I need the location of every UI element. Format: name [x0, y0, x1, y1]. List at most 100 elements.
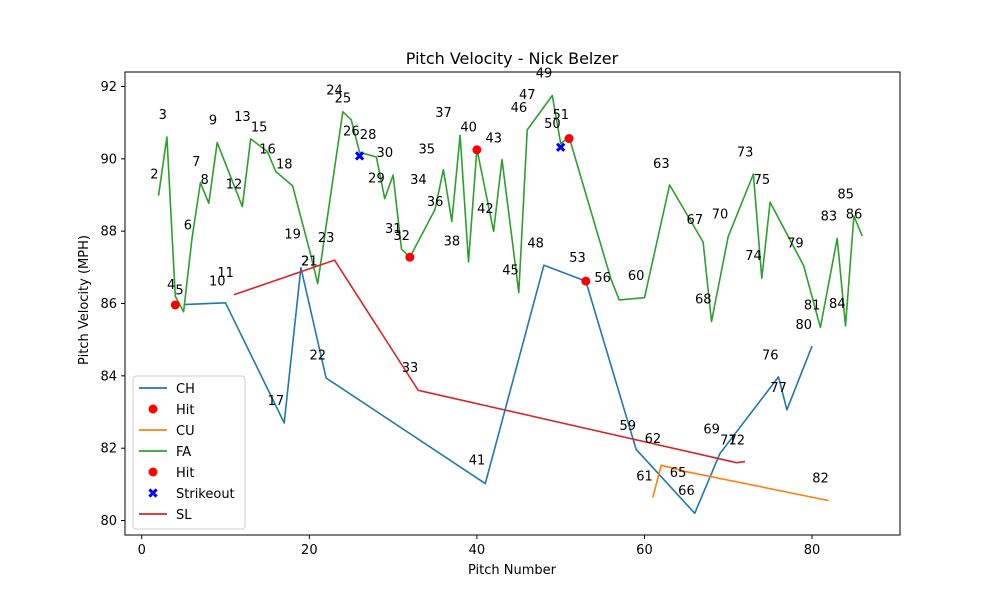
pitch-number-label: 37 — [435, 106, 452, 121]
pitch-number-label: 71 — [720, 434, 737, 449]
y-axis-label: Pitch Velocity (MPH) — [77, 235, 92, 365]
pitch-number-label: 38 — [444, 235, 461, 250]
y-tick-label: 80 — [100, 514, 117, 529]
pitch-number-label: 79 — [787, 236, 804, 251]
pitch-number-label: 65 — [670, 466, 687, 481]
pitch-number-label: 25 — [335, 92, 352, 107]
pitch-number-label: 56 — [594, 271, 611, 286]
legend-swatch-dot — [148, 404, 158, 414]
strikeout-marker — [556, 142, 566, 152]
pitch-number-label: 16 — [259, 142, 276, 157]
pitch-number-label: 51 — [553, 108, 570, 123]
legend-box — [132, 375, 246, 530]
pitch-number-label: 72 — [728, 434, 745, 449]
pitch-number-label: 2 — [150, 168, 158, 183]
pitch-number-label: 41 — [469, 453, 486, 468]
legend-label: SL — [176, 508, 192, 523]
pitch-number-label: 15 — [251, 121, 268, 136]
pitch-number-label: 11 — [217, 266, 234, 281]
pitch-number-label: 75 — [754, 173, 771, 188]
pitch-number-label: 12 — [226, 177, 243, 192]
hit-marker — [581, 276, 591, 286]
pitch-number-label: 47 — [519, 88, 536, 103]
pitch-number-label: 70 — [712, 207, 729, 222]
pitch-number-label: 80 — [795, 318, 812, 333]
pitch-number-label: 18 — [276, 158, 293, 173]
pitch-number-label: 17 — [268, 394, 285, 409]
pitch-number-label: 76 — [762, 349, 779, 364]
pitch-number-label: 26 — [343, 124, 360, 139]
pitch-number-label: 61 — [636, 470, 653, 485]
y-tick-label: 88 — [100, 225, 117, 240]
pitch-number-label: 68 — [695, 293, 712, 308]
pitch-number-label: 19 — [284, 227, 301, 242]
pitch-number-label: 43 — [485, 132, 502, 147]
pitch-number-label: 69 — [703, 423, 720, 438]
legend-label: Hit — [176, 466, 194, 481]
pitch-number-label: 23 — [318, 231, 335, 246]
chart-title: Pitch Velocity - Nick Belzer — [406, 49, 619, 68]
pitch-number-label: 24 — [326, 83, 343, 98]
pitch-number-label: 13 — [234, 110, 251, 125]
pitch-number-label: 33 — [402, 361, 419, 376]
pitch-number-label: 50 — [544, 117, 561, 132]
pitch-number-label: 53 — [569, 251, 586, 266]
pitch-number-label: 73 — [737, 145, 754, 160]
y-tick-label: 82 — [100, 442, 117, 457]
x-tick-label: 20 — [301, 543, 318, 558]
legend-label: FA — [176, 445, 191, 460]
pitch-number-label: 62 — [645, 432, 662, 447]
strikeout-marker — [354, 151, 365, 161]
legend-label: Strikeout — [176, 487, 235, 502]
pitch-number-label: 4 — [167, 278, 175, 293]
legend-swatch-dot — [148, 467, 158, 477]
series-line-fa — [157, 94, 864, 329]
y-tick-label: 90 — [100, 152, 117, 167]
hit-marker — [564, 134, 574, 144]
x-axis-label: Pitch Number — [468, 563, 557, 578]
legend-label: CH — [176, 382, 195, 397]
pitch-number-label: 32 — [393, 229, 410, 244]
pitch-number-label: 84 — [829, 297, 846, 312]
hit-marker — [170, 300, 180, 310]
legend: CH Hit CU FA Hit Strikeout SL — [132, 375, 246, 530]
y-tick-label: 86 — [100, 297, 117, 312]
pitch-number-label: 85 — [837, 188, 854, 203]
pitch-number-label: 7 — [192, 155, 200, 170]
pitch-number-label: 42 — [477, 202, 494, 217]
pitch-number-label: 81 — [804, 298, 821, 313]
pitch-number-label: 22 — [310, 349, 327, 364]
x-tick-label: 80 — [804, 543, 821, 558]
pitch-number-label: 28 — [360, 128, 377, 143]
hit-marker — [472, 145, 482, 155]
pitch-number-label: 2 — [301, 255, 309, 270]
legend-swatch-cross — [148, 488, 158, 498]
pitch-number-label: 46 — [511, 101, 528, 116]
pitch-number-label: 6 — [184, 218, 192, 233]
pitch-number-label: 86 — [846, 207, 863, 222]
pitch-number-label: 34 — [410, 173, 427, 188]
pitch-number-label: 21 — [301, 255, 318, 270]
pitch-number-label: 30 — [377, 146, 394, 161]
x-tick-label: 60 — [636, 543, 653, 558]
pitch-number-label: 66 — [678, 484, 695, 499]
pitch-number-label: 36 — [427, 195, 444, 210]
pitch-number-label: 3 — [159, 108, 167, 123]
pitch-number-label: 83 — [821, 209, 838, 224]
legend-label: CU — [176, 424, 195, 439]
pitch-number-label: 10 — [209, 274, 226, 289]
series-line-sl — [233, 259, 746, 464]
pitch-number-label: 35 — [418, 142, 435, 157]
pitch-number-label: 29 — [368, 171, 385, 186]
pitch-number-label: 8 — [201, 173, 209, 188]
pitch-number-label: 40 — [460, 121, 477, 136]
pitch-number-label: 74 — [745, 249, 762, 264]
pitch-number-label: 5 — [175, 283, 183, 298]
x-tick-label: 0 — [138, 543, 146, 558]
pitch-number-label: 49 — [536, 66, 553, 81]
pitch-number-label: 45 — [502, 264, 519, 279]
pitch-number-label: 63 — [653, 157, 670, 172]
plot-frame — [124, 71, 901, 536]
